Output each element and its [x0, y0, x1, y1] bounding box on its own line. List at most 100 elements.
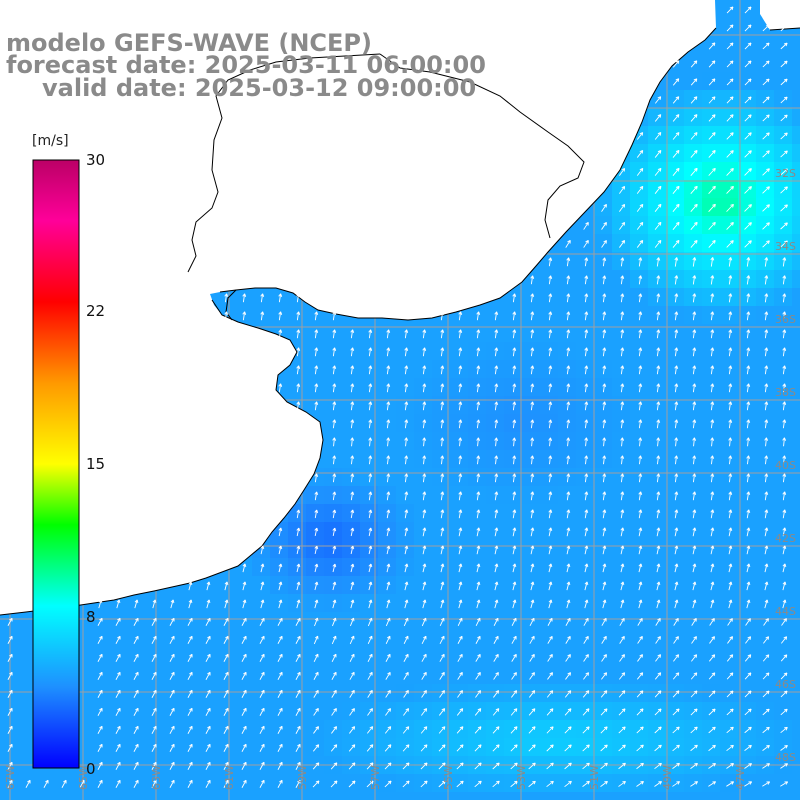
wind-cell [162, 612, 181, 631]
wind-cell [342, 576, 361, 595]
wind-cell [198, 648, 217, 667]
wind-arrow [278, 527, 283, 537]
wind-cell [342, 666, 361, 685]
wind-arrow-shaft [459, 455, 461, 465]
wind-cell [540, 468, 559, 487]
wind-cell [396, 576, 415, 595]
wind-arrow-head [262, 545, 265, 550]
wind-arrow [602, 473, 607, 483]
wind-arrow-shaft [350, 329, 354, 339]
wind-arrow [710, 365, 715, 375]
wind-arrow [762, 96, 770, 104]
wind-arrow [656, 293, 661, 303]
wind-arrow-shaft [692, 347, 696, 357]
wind-arrow [530, 527, 535, 537]
wind-arrow [728, 311, 733, 321]
wind-arrow-head [280, 599, 283, 604]
wind-cell [216, 288, 235, 307]
wind-arrow-head [424, 329, 427, 333]
wind-arrow [565, 239, 571, 248]
wind-cell [414, 414, 433, 433]
wind-arrow-head [460, 455, 463, 459]
wind-arrow [547, 635, 553, 644]
wind-arrow [638, 581, 643, 591]
wind-cell [342, 612, 361, 631]
wind-arrow [296, 383, 301, 393]
wind-arrow-shaft [692, 311, 696, 321]
wind-arrow-shaft [656, 275, 660, 285]
wind-arrow-shaft [781, 618, 787, 626]
wind-arrow-head [334, 545, 337, 550]
wind-arrow-shaft [548, 293, 552, 303]
wind-arrow-head [766, 527, 769, 532]
wind-cell [540, 792, 559, 800]
wind-arrow-head [424, 563, 427, 568]
wind-arrow-head [316, 599, 319, 604]
wind-arrow [728, 473, 733, 483]
wind-cell [486, 414, 505, 433]
wind-cell [540, 666, 559, 685]
wind-cell [558, 288, 577, 307]
wind-cell [450, 648, 469, 667]
wind-cell [468, 774, 487, 793]
wind-arrow [672, 149, 680, 158]
wind-cell [252, 612, 271, 631]
wind-cell [648, 468, 667, 487]
wind-cell [792, 162, 800, 181]
wind-cell [738, 792, 757, 800]
wind-cell [612, 180, 631, 199]
wind-arrow-head [316, 563, 319, 568]
wind-arrow [746, 491, 751, 501]
wind-arrow-head [550, 437, 553, 441]
wind-arrow-shaft [260, 545, 264, 555]
wind-arrow-shaft [440, 347, 444, 357]
wind-arrow-head [388, 383, 391, 387]
wind-arrow-shaft [512, 509, 516, 519]
wind-arrow-shaft [494, 581, 498, 591]
wind-arrow [726, 222, 734, 230]
wind-cell [774, 720, 793, 739]
wind-arrow-head [370, 527, 373, 532]
wind-cell [648, 666, 667, 685]
wind-arrow [134, 599, 139, 609]
wind-cell [576, 774, 595, 793]
wind-cell [648, 648, 667, 667]
wind-arrow-shaft [690, 203, 698, 213]
wind-arrow-head [748, 401, 751, 405]
wind-arrow-shaft [746, 563, 750, 573]
wind-arrow-head [424, 437, 427, 441]
wind-cell [756, 270, 775, 289]
wind-cell [648, 612, 667, 631]
wind-arrow-head [622, 437, 625, 441]
wind-arrow [782, 419, 787, 429]
wind-arrow [422, 563, 427, 573]
wind-cell [702, 414, 721, 433]
wind-cell [774, 306, 793, 325]
wind-arrow-head [370, 455, 373, 459]
wind-arrow-shaft [726, 78, 734, 86]
wind-arrow-shaft [260, 581, 264, 591]
wind-arrow [494, 527, 499, 537]
wind-arrow [692, 419, 697, 429]
wind-arrow [654, 149, 662, 158]
wind-arrow-shaft [224, 293, 228, 303]
wind-arrow-head [586, 311, 589, 315]
wind-cell [576, 738, 595, 757]
wind-arrow [458, 347, 463, 357]
wind-arrow-head [568, 563, 571, 568]
wind-arrow-shaft [782, 347, 786, 357]
wind-arrow-head [730, 401, 733, 405]
wind-arrow-shaft [584, 473, 588, 483]
wind-arrow [744, 6, 752, 14]
wind-arrow [654, 167, 662, 176]
wind-arrow [708, 132, 716, 140]
wind-arrow-head [550, 347, 553, 351]
wind-arrow-head [514, 293, 517, 297]
wind-arrow-shaft [530, 473, 534, 483]
wind-arrow-head [496, 383, 499, 387]
wind-arrow [619, 240, 626, 248]
wind-arrow-shaft [332, 509, 336, 519]
wind-arrow-head [442, 311, 445, 315]
wind-arrow [512, 563, 517, 573]
wind-arrow-head [659, 204, 662, 208]
